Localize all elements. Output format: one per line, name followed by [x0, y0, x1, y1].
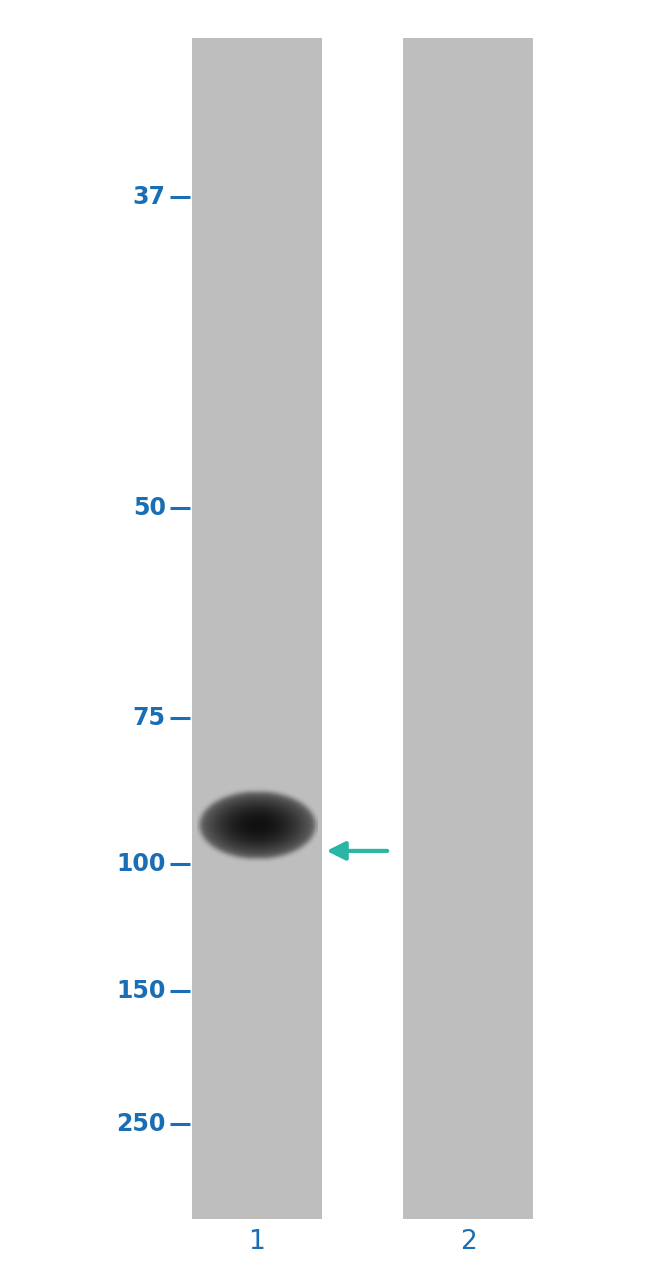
Bar: [192, 38, 322, 1219]
Text: 100: 100: [116, 852, 166, 875]
Text: 2: 2: [460, 1229, 476, 1255]
Text: 75: 75: [133, 706, 166, 729]
Text: 50: 50: [133, 497, 166, 519]
Text: 1: 1: [248, 1229, 265, 1255]
Text: 37: 37: [133, 185, 166, 208]
Text: 150: 150: [116, 979, 166, 1002]
Bar: [403, 38, 533, 1219]
Text: 250: 250: [116, 1113, 166, 1135]
